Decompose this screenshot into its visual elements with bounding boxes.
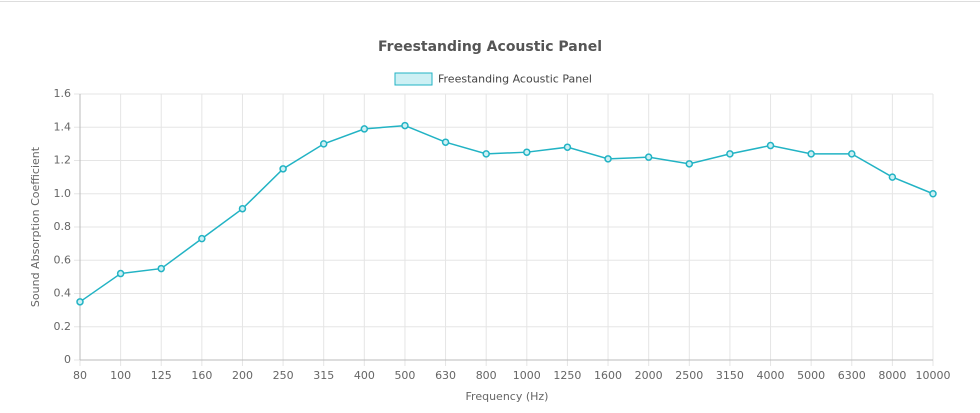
x-tick-label: 160 xyxy=(191,369,212,382)
x-tick-label: 2500 xyxy=(675,369,703,382)
x-tick-label: 315 xyxy=(313,369,334,382)
x-tick-label: 125 xyxy=(151,369,172,382)
x-tick-label: 2000 xyxy=(635,369,663,382)
data-point xyxy=(807,150,815,158)
y-tick-label: 1.0 xyxy=(54,187,72,200)
y-tick-label: 1.6 xyxy=(54,87,72,100)
legend-swatch xyxy=(394,72,433,86)
x-tick-label: 5000 xyxy=(797,369,825,382)
data-point xyxy=(685,160,694,168)
x-tick-label: 1000 xyxy=(513,369,541,382)
data-point xyxy=(319,140,328,148)
data-point xyxy=(523,148,531,156)
data-point xyxy=(198,234,206,243)
legend-label: Freestanding Acoustic Panel xyxy=(438,73,592,86)
x-tick-label: 1250 xyxy=(553,369,581,382)
x-tick-label: 4000 xyxy=(757,369,785,382)
data-point xyxy=(238,204,247,213)
y-tick-label: 0.4 xyxy=(54,287,72,300)
data-point xyxy=(563,143,572,151)
x-tick-label: 400 xyxy=(354,369,375,382)
x-tick-label: 100 xyxy=(110,369,131,382)
series-line xyxy=(79,124,934,303)
data-point xyxy=(482,150,490,158)
y-tick-label: 0.2 xyxy=(54,320,72,333)
x-tick-label: 800 xyxy=(476,369,497,382)
data-point xyxy=(726,150,734,158)
x-tick-label: 8000 xyxy=(878,369,906,382)
x-tick-label: 250 xyxy=(273,369,294,382)
x-tick-label: 80 xyxy=(73,369,87,382)
chart-title: Freestanding Acoustic Panel xyxy=(378,39,602,55)
x-tick-label: 1600 xyxy=(594,369,622,382)
data-point xyxy=(929,190,937,198)
data-point xyxy=(360,125,369,133)
data-point xyxy=(766,141,775,150)
y-tick-label: 1.4 xyxy=(54,120,72,133)
data-point xyxy=(401,121,409,130)
data-point xyxy=(888,173,897,181)
y-tick-label: 1.2 xyxy=(54,154,72,167)
x-tick-label: 630 xyxy=(435,369,456,382)
data-point xyxy=(76,298,84,306)
x-tick-label: 200 xyxy=(232,369,253,382)
x-tick-label: 3150 xyxy=(716,369,744,382)
y-tick-label: 0.6 xyxy=(54,253,72,266)
data-point xyxy=(848,150,856,158)
data-point xyxy=(157,264,165,273)
data-point xyxy=(604,155,612,163)
y-axis-label: Sound Absorption Coefficient xyxy=(29,146,42,307)
y-tick-label: 0 xyxy=(64,353,71,366)
x-axis-label: Frequency (Hz) xyxy=(466,390,549,403)
data-point xyxy=(441,138,450,146)
y-tick-label: 0.8 xyxy=(54,220,72,233)
data-point xyxy=(644,153,653,161)
x-tick-label: 10000 xyxy=(916,369,951,382)
x-tick-label: 500 xyxy=(394,369,415,382)
data-point xyxy=(279,165,287,173)
data-point xyxy=(116,269,125,278)
x-tick-label: 6300 xyxy=(838,369,866,382)
